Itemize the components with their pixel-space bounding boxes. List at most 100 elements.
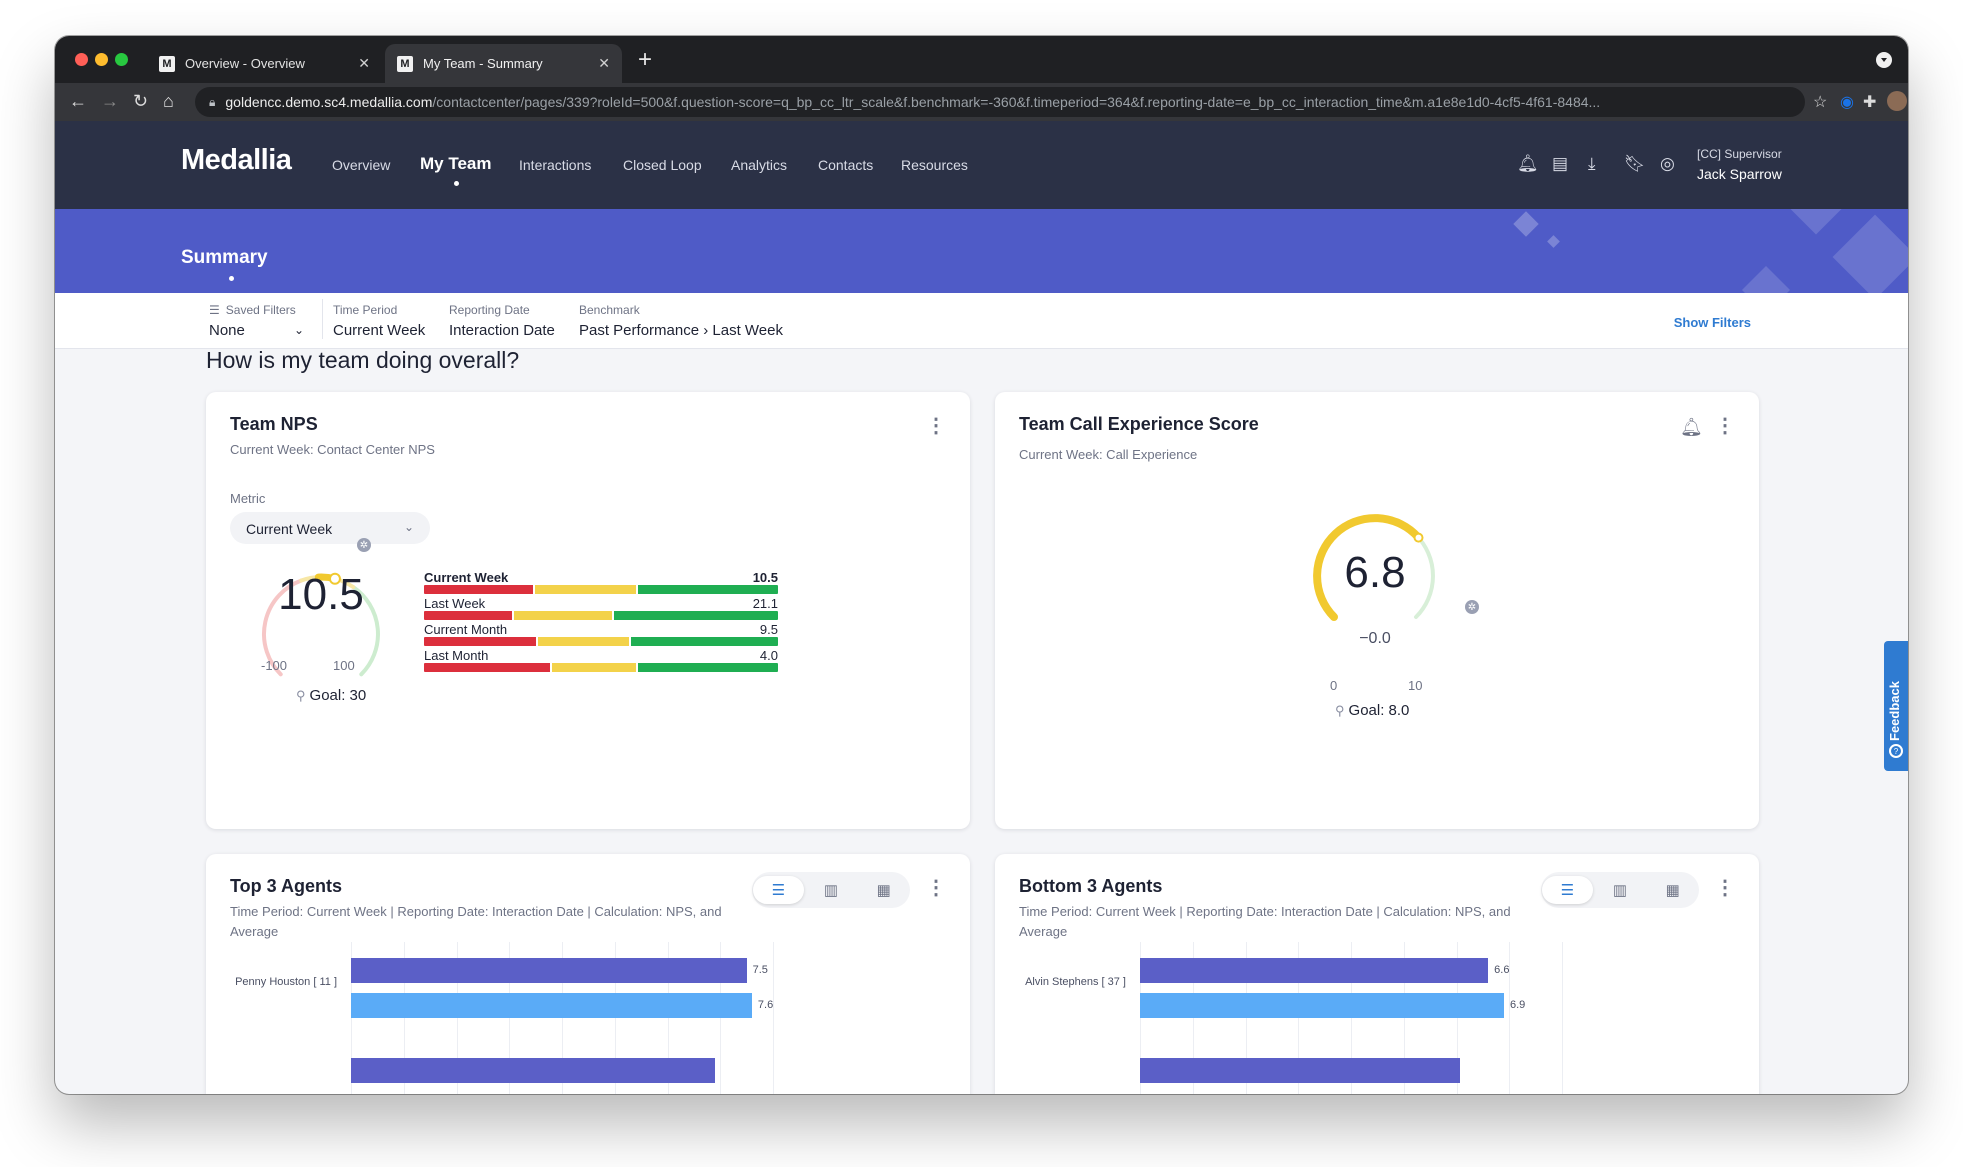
metric-select[interactable]: Current Week ⌄ [230,512,430,544]
gauge-max: 10 [1408,678,1423,693]
agent-bar[interactable] [1140,1058,1461,1083]
document-icon[interactable]: ▤ [1552,154,1569,173]
benchmark-filter[interactable]: Past Performance › Last Week [579,322,783,339]
download-icon[interactable]: ⤓ [1588,154,1596,173]
chart-gridline [403,942,405,1094]
more-options-icon[interactable]: ⋮ [1715,877,1735,899]
user-role: [CC] Supervisor [1697,147,1782,161]
filter-divider [322,299,323,339]
gauge-delta: −0.0 [1359,630,1391,647]
breakdown-stacked-bar[interactable] [424,663,778,672]
gauge-max: 100 [333,658,355,673]
minimize-window-button[interactable] [95,53,108,66]
nav-overview[interactable]: Overview [332,157,391,173]
view-toggle: ☰ ▥ ▦ [752,872,910,908]
alert-bell-icon[interactable]: 🔔︎ [1680,417,1703,437]
bookmark-star-icon[interactable]: ☆ [1813,94,1828,111]
horizontal-bar-view-icon[interactable]: ☰ [753,876,804,904]
chart-gridline [1456,942,1458,1094]
more-options-icon[interactable]: ⋮ [1715,415,1735,437]
nav-my-team[interactable]: My Team [420,154,492,173]
breakdown-stacked-bar[interactable] [424,637,778,646]
gauge-value-arc [1313,514,1423,621]
chart-gridline [1509,942,1511,1094]
close-tab-icon[interactable]: ✕ [598,55,610,71]
saved-filters-select[interactable]: None ⌄ [209,322,305,339]
breakdown-row-label: Current Week [424,570,509,585]
detractors-segment [424,663,550,672]
gauge-track-high [351,585,380,677]
page-title: Summary [181,247,268,268]
puzzle-icon[interactable]: ✚ [1863,94,1877,111]
passives-segment [534,585,636,594]
nav-resources[interactable]: Resources [901,157,968,173]
tab-title: Overview - Overview [185,56,305,71]
nav-closed-loop[interactable]: Closed Loop [623,157,702,173]
nav-analytics[interactable]: Analytics [731,157,788,173]
breakdown-stacked-bar[interactable] [424,611,778,620]
medallia-favicon-icon: M [159,55,175,72]
more-options-icon[interactable]: ⋮ [926,877,946,899]
top-agents-card: Top 3 Agents Time Period: Current Week |… [206,854,970,1094]
vertical-bar-view-icon[interactable]: ▥ [823,882,839,899]
medallia-favicon-icon: M [397,55,413,72]
user-circle-icon[interactable]: ◎ [1660,154,1675,173]
extension-icon[interactable]: ◉ [1840,94,1854,111]
feedback-tab[interactable]: Feedback ? [1884,641,1908,771]
table-view-icon[interactable]: ▦ [876,882,891,899]
address-bar[interactable]: 🔒︎ goldencc.demo.sc4.medallia.com /conta… [195,87,1805,117]
section-title: How is my team doing overall? [206,347,520,373]
agent-bar[interactable] [351,958,747,983]
gauge-settings-icon[interactable]: ✲ [1465,600,1479,614]
chart-gridline [667,942,669,1094]
browser-tab-my-team[interactable]: M My Team - Summary ✕ [385,44,622,83]
medallia-logo[interactable]: Medallia [181,144,292,176]
tab-search-icon[interactable] [1876,52,1892,68]
time-period-filter[interactable]: Current Week [333,322,426,339]
banner-decoration [1547,235,1560,248]
new-tab-icon[interactable]: + [638,46,653,73]
agent-bar-value: 7.6 [757,999,774,1011]
zoom-window-button[interactable] [115,53,128,66]
reload-icon[interactable]: ↻ [133,91,149,111]
gauge-settings-icon[interactable]: ✲ [357,538,371,552]
card-subtitle: Time Period: Current Week | Reporting Da… [230,904,722,939]
agent-bar[interactable] [1140,993,1504,1018]
reporting-date-filter[interactable]: Interaction Date [449,322,555,339]
chart-gridline [773,942,774,1094]
agent-bar[interactable] [351,993,752,1018]
promoters-segment [638,585,778,594]
agent-bar[interactable] [1140,958,1489,983]
vertical-bar-view-icon[interactable]: ▥ [1612,882,1628,899]
show-filters-button[interactable]: Show Filters [1673,315,1751,330]
user-name[interactable]: Jack Sparrow [1697,166,1782,182]
breakdown-row-value: 9.5 [759,622,778,637]
home-icon[interactable]: ⌂ [163,91,174,111]
location-pin-icon: ⚲ [1335,703,1345,718]
bottom-agents-card: Bottom 3 Agents Time Period: Current Wee… [995,854,1759,1094]
browser-tab-overview[interactable]: M Overview - Overview ✕ [147,44,382,83]
close-window-button[interactable] [75,53,88,66]
bookmark-icon[interactable]: 🔖︎ [1624,154,1646,173]
back-icon[interactable]: ← [69,91,87,111]
notification-bell-icon[interactable]: 🔔︎ [1517,154,1539,173]
agent-bar[interactable] [351,1058,715,1083]
nav-interactions[interactable]: Interactions [519,157,592,173]
horizontal-bar-view-icon[interactable]: ☰ [1542,876,1593,904]
forward-icon[interactable]: → [101,91,119,111]
promoters-segment [638,663,778,672]
more-options-icon[interactable]: ⋮ [926,415,946,437]
chevron-down-icon: ⌄ [294,323,305,337]
table-view-icon[interactable]: ▦ [1665,882,1680,899]
agent-bar-value: 7.5 [752,964,768,976]
gauge-min: 0 [1330,678,1338,693]
promoters-segment [631,637,778,646]
cx-gauge [1313,514,1435,621]
nav-contacts[interactable]: Contacts [818,157,874,173]
close-tab-icon[interactable]: ✕ [358,55,370,71]
help-icon: ? [1889,744,1903,758]
breakdown-stacked-bar[interactable] [424,585,778,594]
agent-label: Penny Houston [ 11 ] [235,976,337,988]
tab-title: My Team - Summary [423,56,543,71]
avatar[interactable] [1887,91,1907,111]
